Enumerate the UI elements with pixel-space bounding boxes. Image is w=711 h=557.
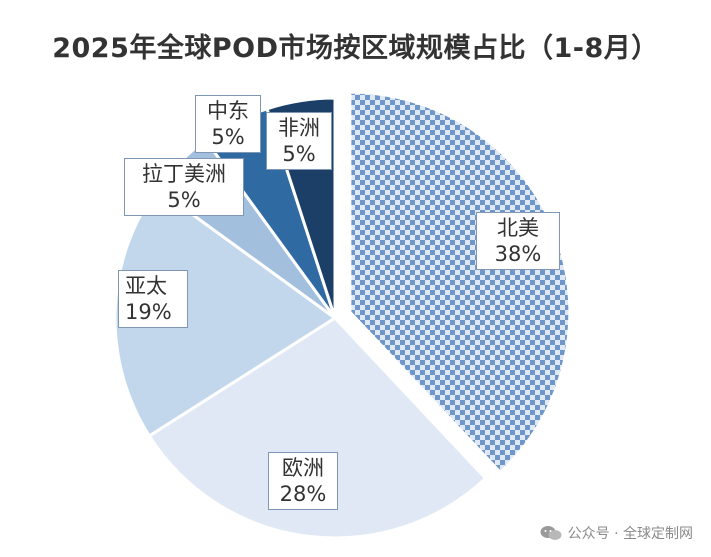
slice-name: 拉丁美洲 (142, 162, 226, 186)
slice-value: 19% (125, 300, 172, 324)
slice-label-3: 亚太 19% (118, 270, 188, 328)
slice-name: 北美 (497, 216, 539, 240)
slice-label-4: 拉丁美洲 5% (124, 158, 244, 216)
slice-name: 欧洲 (282, 456, 324, 480)
slice-name: 非洲 (278, 116, 320, 140)
slice-label-5: 中东 5% (195, 95, 261, 153)
slice-label-1: 北美 38% (476, 212, 560, 270)
watermark: 公众号 · 全球定制网 (540, 523, 693, 543)
slice-name: 中东 (207, 99, 249, 123)
pie-slice-2 (147, 316, 488, 540)
chart-title: 2025年全球POD市场按区域规模占比（1-8月） (52, 33, 659, 64)
slice-value: 5% (282, 142, 316, 166)
slice-value: 28% (279, 482, 327, 506)
slice-name: 亚太 (125, 274, 167, 298)
slice-value: 38% (494, 242, 542, 266)
slice-value: 5% (211, 125, 245, 149)
watermark-text: 公众号 · 全球定制网 (567, 526, 693, 542)
slice-label-6: 非洲 5% (266, 112, 332, 170)
slice-label-2: 欧洲 28% (268, 452, 338, 510)
slice-value: 5% (167, 188, 201, 212)
wechat-icon (540, 526, 562, 540)
